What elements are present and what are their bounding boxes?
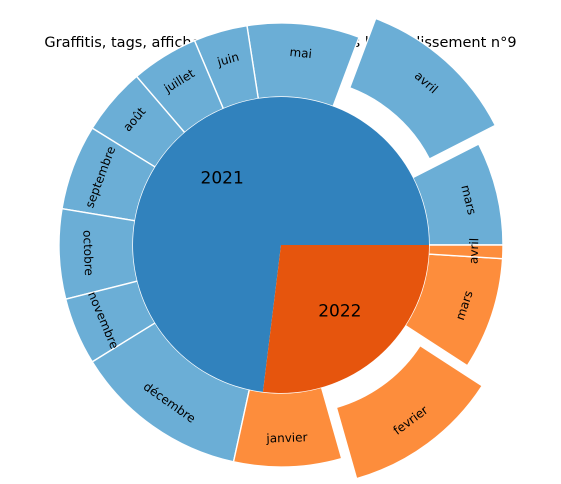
inner-ring bbox=[133, 97, 429, 394]
label-mai-2021: mai bbox=[289, 45, 313, 61]
label-octobre-2021: octobre bbox=[80, 230, 96, 276]
slice-avril-2021 bbox=[348, 17, 497, 160]
label-mars-2021: mars bbox=[458, 184, 479, 217]
label-avril-2022: avril bbox=[467, 238, 482, 264]
label-year-2022: 2022 bbox=[318, 302, 361, 322]
slice-mai-2021 bbox=[246, 22, 360, 108]
slice-fevrier-2022 bbox=[335, 344, 484, 480]
slice-year-2022 bbox=[262, 245, 429, 394]
slice-janvier-2022 bbox=[232, 386, 343, 468]
slice-year-2021 bbox=[133, 97, 429, 392]
inner-labels: 2021 2022 bbox=[201, 168, 362, 321]
label-year-2021: 2021 bbox=[201, 168, 244, 188]
label-janvier-2022: janvier bbox=[265, 430, 308, 445]
label-juin-2021: juin bbox=[215, 50, 241, 70]
